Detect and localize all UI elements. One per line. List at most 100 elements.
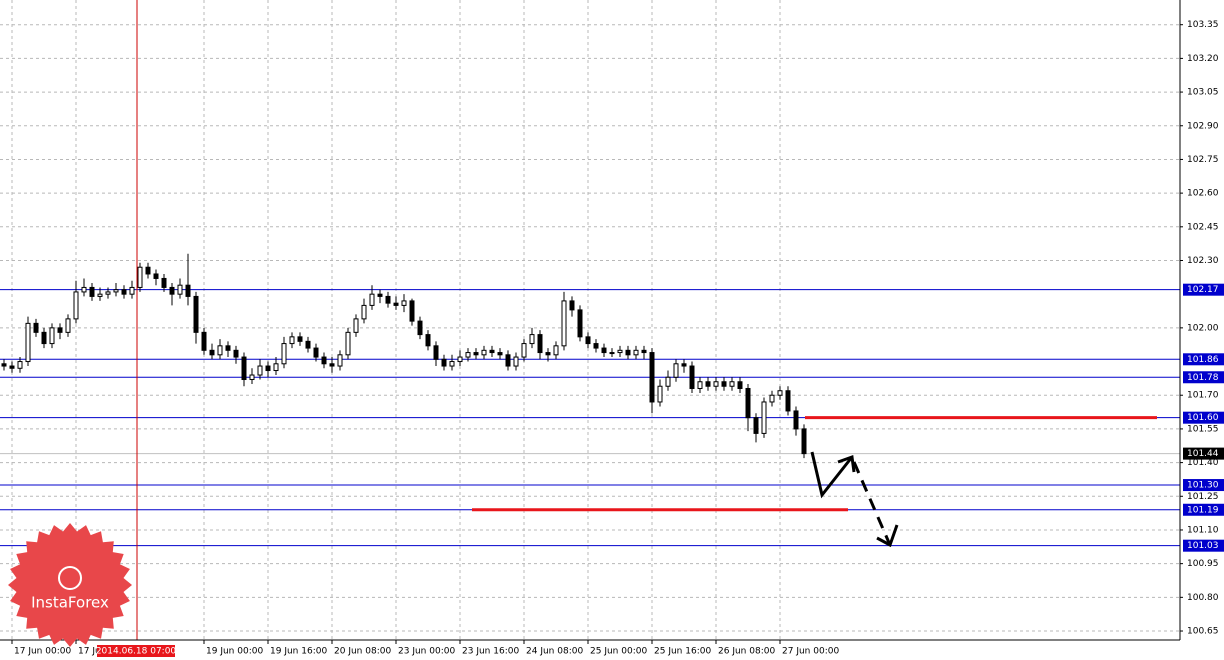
candle-body: [705, 381, 711, 387]
candle-body: [561, 300, 567, 347]
grid: [0, 0, 1180, 640]
logo-text: InstaForex: [31, 594, 109, 612]
x-tick-label: 26 Jun 08:00: [718, 647, 775, 657]
candle-body: [177, 284, 183, 295]
candle-body: [537, 334, 543, 354]
candle-body: [481, 349, 487, 356]
y-tick-label: 102.45: [1187, 222, 1219, 232]
x-tick-label: 25 Jun 00:00: [590, 647, 647, 657]
candle-body: [449, 361, 455, 367]
candle-body: [9, 365, 15, 369]
candle-body: [169, 286, 175, 295]
candle-body: [353, 318, 359, 333]
y-tick-label: 102.30: [1187, 256, 1219, 266]
candle-body: [801, 428, 807, 455]
candle-body: [641, 349, 647, 354]
candle-body: [233, 349, 239, 358]
candle-body: [505, 354, 511, 367]
x-tick-label: 19 Jun 00:00: [206, 647, 263, 657]
candle-body: [649, 352, 655, 403]
candle-body: [321, 356, 327, 365]
candle-body: [625, 349, 631, 356]
candle-body: [577, 309, 583, 338]
candle-body: [17, 361, 23, 369]
candle-body: [465, 352, 471, 358]
level-label-box: [1183, 411, 1224, 424]
level-label: 101.86: [1187, 355, 1219, 365]
candle-body: [225, 345, 231, 351]
candle-body: [41, 331, 47, 345]
candle-body: [105, 291, 111, 295]
candle-body: [513, 356, 519, 367]
candle-body: [489, 349, 495, 354]
candle-body: [521, 343, 527, 358]
candle-body: [545, 352, 551, 356]
candle-body: [689, 365, 695, 389]
candle-body: [97, 293, 103, 297]
candle-body: [345, 331, 351, 356]
level-label-box: [1183, 371, 1224, 384]
candle-body: [265, 365, 271, 372]
y-tick-label: 102.90: [1187, 121, 1219, 131]
candle-body: [209, 349, 215, 356]
y-tick-label: 101.70: [1187, 391, 1219, 401]
candle-body: [745, 387, 751, 419]
axis: 100.65100.80100.95101.10101.25101.40101.…: [11, 20, 1224, 657]
candle-body: [761, 401, 767, 434]
cursor-label-box: [97, 645, 175, 657]
x-tick-label: 25 Jun 16:00: [654, 647, 711, 657]
candle-body: [673, 363, 679, 378]
logo-icon: [58, 566, 82, 590]
candle-body: [361, 304, 367, 320]
candle-body: [25, 322, 31, 363]
candle-body: [257, 365, 263, 376]
y-tick-label: 100.65: [1187, 627, 1219, 637]
candle-body: [57, 327, 63, 333]
candle-body: [65, 318, 71, 333]
x-tick-label: 17 Jun 00:00: [14, 647, 71, 657]
candle-body: [81, 286, 87, 293]
candle-body: [737, 381, 743, 389]
candle-body: [305, 340, 311, 349]
candle-body: [369, 293, 375, 306]
level-label-box: [1183, 479, 1224, 492]
candle-body: [377, 293, 383, 297]
logo-badge: [8, 523, 132, 647]
candle-body: [249, 374, 255, 381]
y-tick-label: 101.40: [1187, 458, 1219, 468]
candle-body: [313, 347, 319, 358]
candle-body: [473, 352, 479, 356]
x-tick-label: 27 Jun 00:00: [782, 647, 839, 657]
candle-body: [337, 354, 343, 367]
y-tick-label: 101.25: [1187, 492, 1219, 502]
x-tick-label: 23 Jun 16:00: [462, 647, 519, 657]
y-tick-label: 103.35: [1187, 20, 1219, 30]
x-tick-label: 23 Jun 00:00: [398, 647, 455, 657]
candle-body: [569, 300, 575, 311]
candle-body: [793, 410, 799, 430]
candle-body: [145, 266, 151, 275]
candle-body: [161, 277, 167, 288]
candle-body: [137, 266, 143, 288]
candle-body: [89, 286, 95, 297]
candle-body: [617, 349, 623, 354]
candle-body: [753, 417, 759, 434]
candle-body: [193, 295, 199, 333]
current-price-label: 101.44: [1187, 449, 1219, 459]
candle-body: [697, 381, 703, 389]
levels: [0, 289, 1180, 547]
y-tick-label: 102.60: [1187, 189, 1219, 199]
candle-body: [33, 322, 39, 333]
candle-body: [329, 363, 335, 367]
arrow-head: [837, 454, 856, 473]
candle-body: [681, 363, 687, 367]
candle-body: [593, 343, 599, 349]
candle-body: [777, 390, 783, 396]
candle-body: [281, 343, 287, 365]
candle-body: [553, 345, 559, 356]
candle-body: [633, 349, 639, 356]
forecast-arrows: [810, 451, 899, 548]
candle-body: [73, 291, 79, 320]
y-tick-label: 103.20: [1187, 54, 1219, 64]
